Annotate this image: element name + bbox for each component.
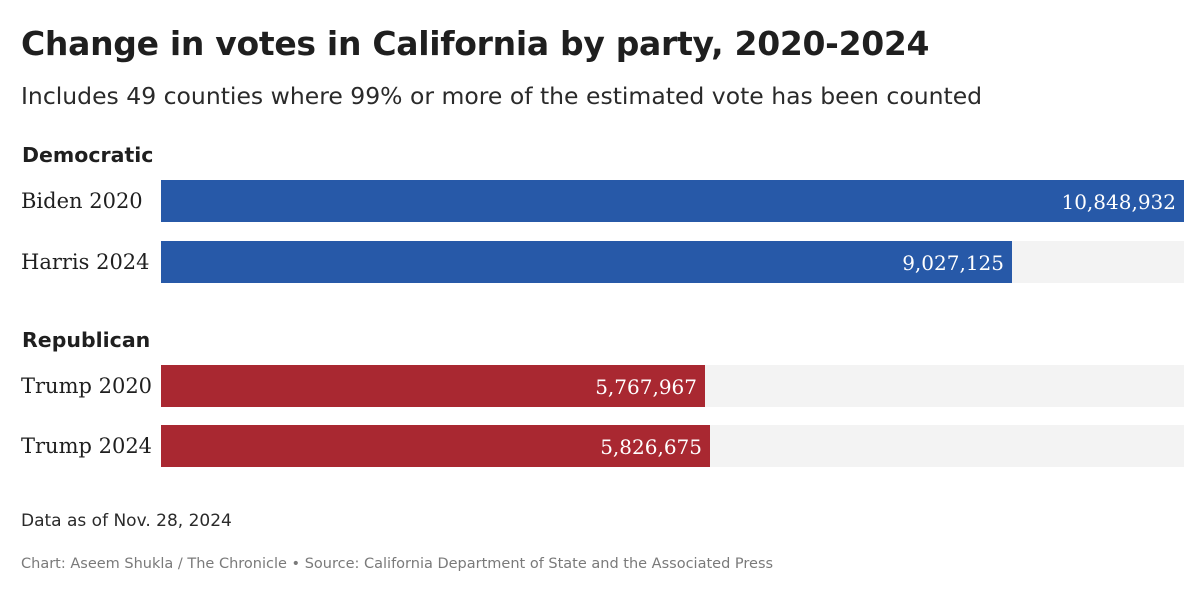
bar-label-biden-2020: Biden 2020 xyxy=(21,189,143,213)
bar-track-harris-2024: 9,027,125 xyxy=(161,241,1184,283)
bar-trump-2024 xyxy=(161,425,710,467)
bar-value-harris-2024: 9,027,125 xyxy=(902,251,1004,275)
data-date-note: Data as of Nov. 28, 2024 xyxy=(21,511,232,531)
bar-value-trump-2020: 5,767,967 xyxy=(595,375,697,399)
bar-label-harris-2024: Harris 2024 xyxy=(21,250,150,274)
bar-biden-2020 xyxy=(161,180,1184,222)
bar-track-trump-2024: 5,826,675 xyxy=(161,425,1184,467)
group-label-republican: Republican xyxy=(22,328,151,352)
bar-track-trump-2020: 5,767,967 xyxy=(161,365,1184,407)
group-label-democratic: Democratic xyxy=(22,143,154,167)
bar-value-biden-2020: 10,848,932 xyxy=(1061,190,1176,214)
bar-trump-2020 xyxy=(161,365,705,407)
bar-track-biden-2020: 10,848,932 xyxy=(161,180,1184,222)
chart-title: Change in votes in California by party, … xyxy=(21,24,930,63)
bar-label-trump-2024: Trump 2024 xyxy=(21,434,153,458)
bar-label-trump-2020: Trump 2020 xyxy=(21,374,153,398)
bar-value-trump-2024: 5,826,675 xyxy=(600,435,702,459)
source-credit: Chart: Aseem Shukla / The Chronicle • So… xyxy=(21,556,774,572)
bar-harris-2024 xyxy=(161,241,1012,283)
chart-subtitle: Includes 49 counties where 99% or more o… xyxy=(21,82,983,110)
